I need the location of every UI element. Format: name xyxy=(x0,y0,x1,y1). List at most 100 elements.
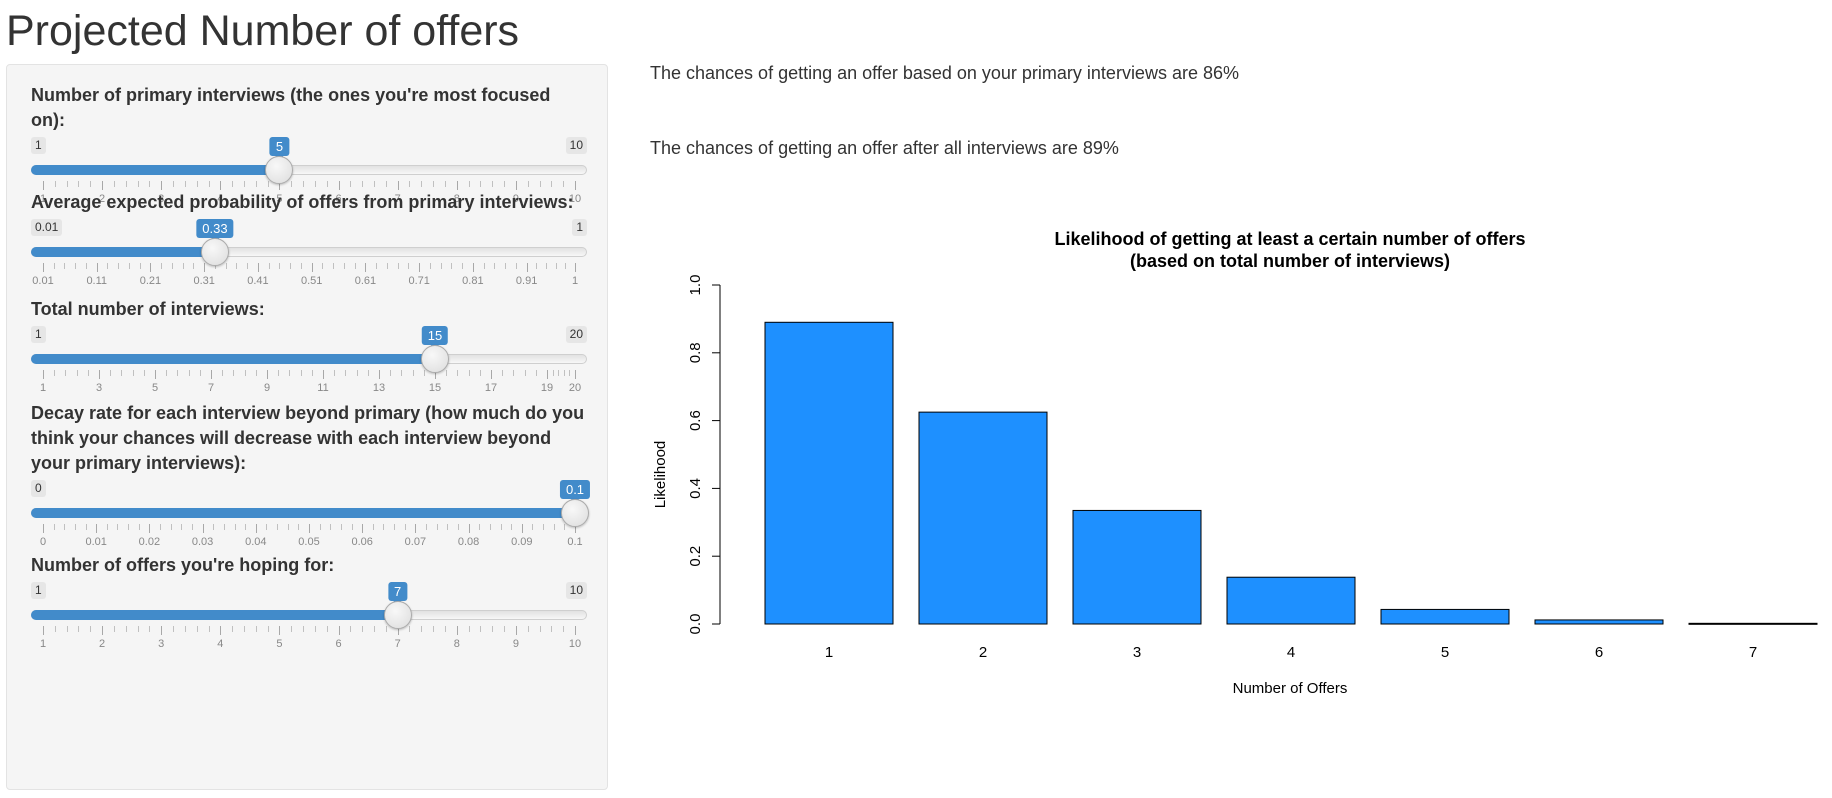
slider-minor-tick xyxy=(117,524,119,530)
slider-major-tick xyxy=(43,370,44,379)
slider-minor-tick xyxy=(311,370,313,376)
slider-major-tick xyxy=(365,263,367,272)
slider-minor-tick xyxy=(492,181,494,187)
slider-minor-tick xyxy=(383,524,385,530)
slider-minor-tick xyxy=(173,626,175,632)
slider-minor-tick xyxy=(480,181,482,187)
slider-tick-label: 5 xyxy=(151,382,159,394)
slider-minor-tick xyxy=(213,524,215,530)
slider-minor-tick xyxy=(524,370,526,376)
slider-minor-tick xyxy=(374,626,376,632)
slider-minor-tick xyxy=(54,626,56,632)
slider-handle[interactable] xyxy=(561,499,589,527)
slider-minor-tick xyxy=(350,626,352,632)
slider-minor-tick xyxy=(65,370,67,376)
slider-tick-label: 0.51 xyxy=(300,275,323,287)
slider-major-tick xyxy=(204,263,206,272)
slider-minor-tick xyxy=(85,263,87,269)
slider-minor-tick xyxy=(232,626,234,632)
slider-minor-tick xyxy=(354,263,356,269)
x-tick-label: 7 xyxy=(1749,644,1757,661)
slider-major-tick xyxy=(279,181,281,190)
slider-major-tick xyxy=(150,263,152,272)
slider-minor-tick xyxy=(536,263,538,269)
slider-minor-tick xyxy=(255,181,257,187)
slider-tick-label: 1 xyxy=(39,638,47,650)
slider-tick-label: 2 xyxy=(99,193,106,205)
slider-minor-tick xyxy=(433,626,435,632)
y-tick-label: 0.6 xyxy=(687,410,704,431)
slider-handle[interactable] xyxy=(421,345,449,373)
slider-tick-label: 0.01 xyxy=(85,536,107,548)
slider-minor-tick xyxy=(243,181,245,187)
slider-major-tick xyxy=(456,626,458,635)
slider-major-tick xyxy=(415,524,417,533)
x-tick-label: 1 xyxy=(825,644,833,661)
slider-minor-tick xyxy=(322,263,324,269)
slider-ticks: 1 3 5 7 9 11 13 15 17 19 20 xyxy=(31,370,587,400)
slider-minor-tick xyxy=(444,181,446,187)
slider-minor-tick xyxy=(513,370,515,376)
slider-minor-tick xyxy=(173,181,175,187)
slider-minor-tick xyxy=(298,524,300,530)
slider-minor-tick xyxy=(300,370,302,376)
slider-minor-tick xyxy=(376,263,378,269)
slider-minor-tick xyxy=(137,626,139,632)
bar-offers-5 xyxy=(1380,608,1510,625)
slider-minor-tick xyxy=(160,524,162,530)
slider-minor-tick xyxy=(563,370,565,376)
slider-minor-tick xyxy=(333,263,335,269)
slider-minor-tick xyxy=(367,370,369,376)
slider-minor-tick xyxy=(107,263,109,269)
slider-major-tick xyxy=(267,370,268,379)
slider-minor-tick xyxy=(545,263,547,269)
slider-minor-tick xyxy=(267,181,269,187)
slider-major-tick xyxy=(43,524,44,533)
slider-handle[interactable] xyxy=(200,238,229,266)
slider-minor-tick xyxy=(90,181,92,187)
slider-minor-tick xyxy=(113,181,115,187)
slider-minor-tick xyxy=(268,263,270,269)
slider-value-bubble: 0.33 xyxy=(196,219,234,242)
slider-minor-tick xyxy=(551,626,553,632)
slider-minor-tick xyxy=(319,524,321,530)
slider-minor-tick xyxy=(330,524,332,530)
slider-minor-tick xyxy=(511,524,513,530)
slider-minor-tick xyxy=(423,370,425,376)
slider-tick-label: 0.31 xyxy=(193,275,215,287)
slider-minor-tick xyxy=(314,626,316,632)
slider-tick-label: 7 xyxy=(394,193,401,205)
slider-minor-tick xyxy=(479,524,481,530)
slider-minor-tick xyxy=(87,370,89,376)
slider-minor-tick xyxy=(278,370,280,376)
bar-offers-7 xyxy=(1688,622,1818,625)
slider-minor-tick xyxy=(266,524,268,530)
slider-minor-tick xyxy=(500,524,502,530)
slider-minor-tick xyxy=(480,626,482,632)
slider-tick-label: 8 xyxy=(453,638,460,650)
slider-minor-tick xyxy=(494,263,496,269)
slider-major-tick xyxy=(379,370,380,379)
slider-minor-tick xyxy=(343,263,345,269)
slider-minor-tick xyxy=(54,181,56,187)
slider-major-tick xyxy=(211,370,212,379)
slider-minor-tick xyxy=(53,524,55,530)
slider-minor-tick xyxy=(244,370,246,376)
slider-handle[interactable] xyxy=(383,601,412,629)
slider-major-tick xyxy=(43,626,44,635)
slider-minor-tick xyxy=(149,626,151,632)
slider-minor-tick xyxy=(457,370,459,376)
slider-tick-label: 7 xyxy=(394,638,401,650)
slider-major-tick xyxy=(515,626,517,635)
slider-major-tick xyxy=(456,181,458,190)
slider-tick-label: 3 xyxy=(95,382,103,394)
slider-min-label: 0 xyxy=(31,480,46,497)
slider-major-tick xyxy=(491,370,492,379)
slider-min-label: 1 xyxy=(31,137,46,154)
slider-handle[interactable] xyxy=(265,156,294,184)
slider-max-label: 10 xyxy=(565,582,587,599)
slider-minor-tick xyxy=(196,181,198,187)
slider-minor-tick xyxy=(569,370,571,376)
slider-minor-tick xyxy=(245,524,247,530)
slider-tick-label: 0.1 xyxy=(567,536,583,548)
